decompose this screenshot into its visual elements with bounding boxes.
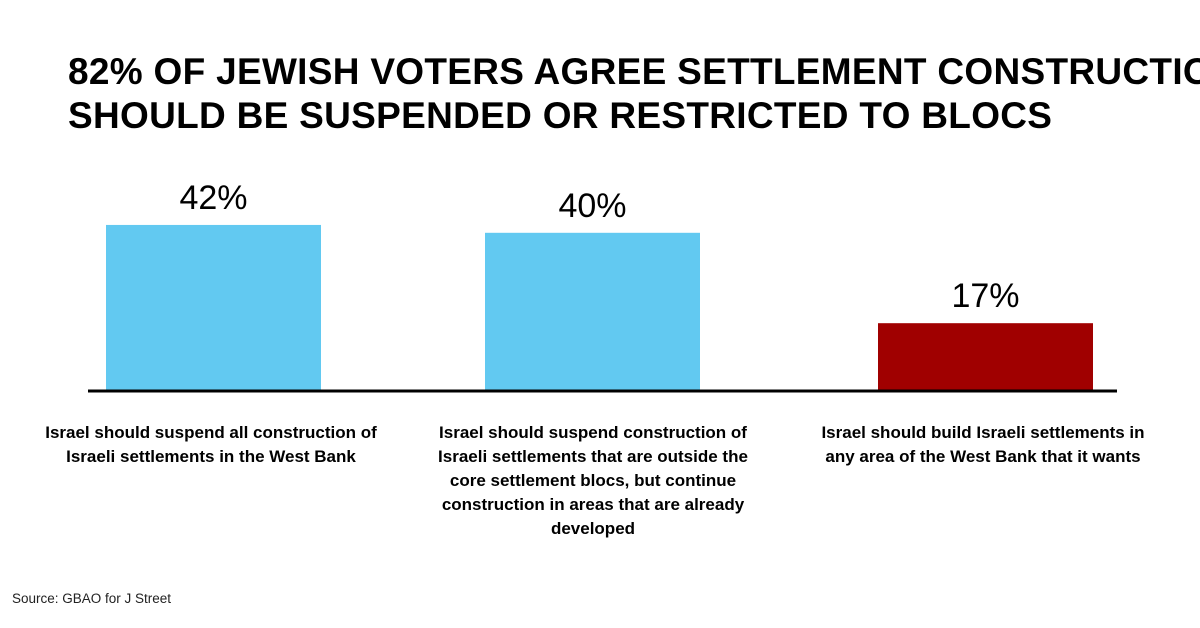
category-label-suspend-all: Israel should suspend all construction o… bbox=[45, 423, 377, 466]
bar-build-anywhere bbox=[878, 323, 1093, 390]
category-label-suspend-outside-blocs: Israel should suspend construction of Is… bbox=[438, 423, 748, 538]
bar-suspend-all bbox=[106, 224, 321, 390]
value-label-suspend-outside-blocs: 40% bbox=[558, 187, 626, 225]
bar-suspend-outside-blocs bbox=[485, 232, 700, 390]
value-label-build-anywhere: 17% bbox=[951, 277, 1019, 315]
chart-title-line-2: SHOULD BE SUSPENDED OR RESTRICTED TO BLO… bbox=[68, 95, 1053, 136]
chart-title: 82% OF JEWISH VOTERS AGREE SETTLEMENT CO… bbox=[68, 50, 1200, 138]
chart-title-line-1: 82% OF JEWISH VOTERS AGREE SETTLEMENT CO… bbox=[68, 51, 1200, 92]
category-label-build-anywhere: Israel should build Israeli settlements … bbox=[821, 423, 1145, 466]
value-label-suspend-all: 42% bbox=[179, 179, 247, 217]
source-note: Source: GBAO for J Street bbox=[12, 591, 172, 606]
